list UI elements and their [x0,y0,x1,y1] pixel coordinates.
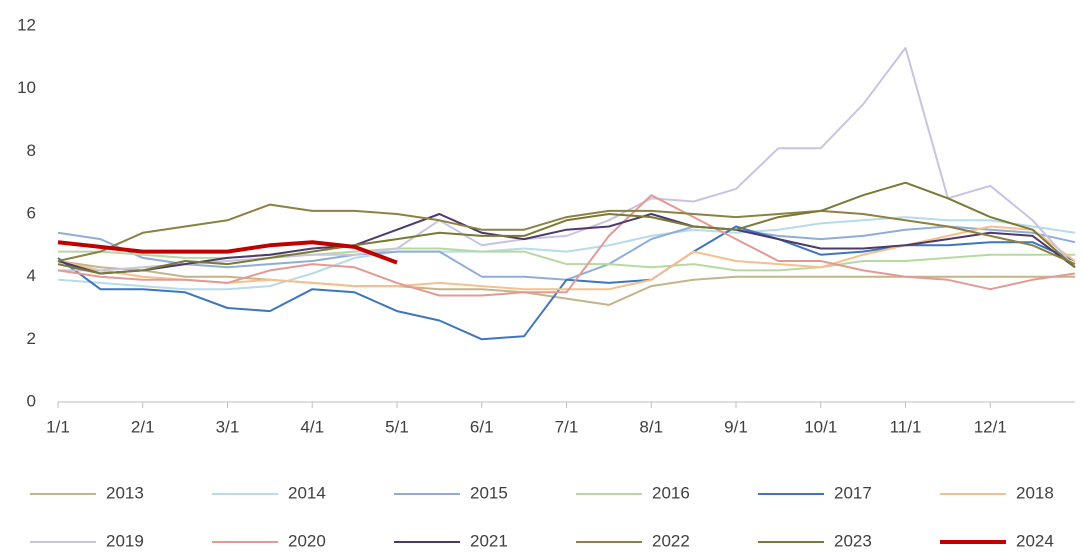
series-line [57,260,1075,306]
legend-label: 2015 [470,483,508,502]
series-line [58,46,1076,272]
x-tick-label: 1/1 [46,417,70,436]
y-tick-label: 4 [27,266,36,285]
legend-label: 2020 [288,531,326,550]
legend-label: 2014 [288,483,326,502]
y-tick-label: 8 [27,141,36,160]
x-tick-label: 8/1 [639,417,663,436]
y-tick-label: 12 [17,15,36,34]
x-tick-label: 7/1 [555,417,579,436]
legend-label: 2019 [106,531,144,550]
series-line [57,213,1076,275]
x-tick-label: 12/1 [974,417,1007,436]
y-tick-label: 2 [27,329,36,348]
legend-label: 2024 [1016,531,1054,550]
x-tick-label: 4/1 [300,417,324,436]
y-tick-label: 6 [27,203,36,222]
x-tick-label: 9/1 [724,417,748,436]
x-tick-label: 6/1 [470,417,494,436]
series-line [57,203,1076,266]
x-tick-label: 10/1 [804,417,837,436]
x-tick-label: 2/1 [131,417,155,436]
y-tick-label: 0 [27,391,36,410]
legend-label: 2021 [470,531,508,550]
series-line [57,240,398,265]
series-line [57,216,1076,291]
legend-label: 2018 [1016,483,1054,502]
series-line [57,194,1076,297]
legend-label: 2017 [834,483,872,502]
legend-label: 2023 [834,531,872,550]
x-tick-label: 11/1 [890,417,922,436]
series-line [57,181,1076,275]
legend-label: 2022 [652,531,690,550]
y-tick-label: 10 [17,78,36,97]
legend-label: 2013 [106,483,144,502]
x-tick-label: 5/1 [385,417,409,436]
legend-label: 2016 [652,483,690,502]
x-tick-label: 3/1 [216,417,240,436]
